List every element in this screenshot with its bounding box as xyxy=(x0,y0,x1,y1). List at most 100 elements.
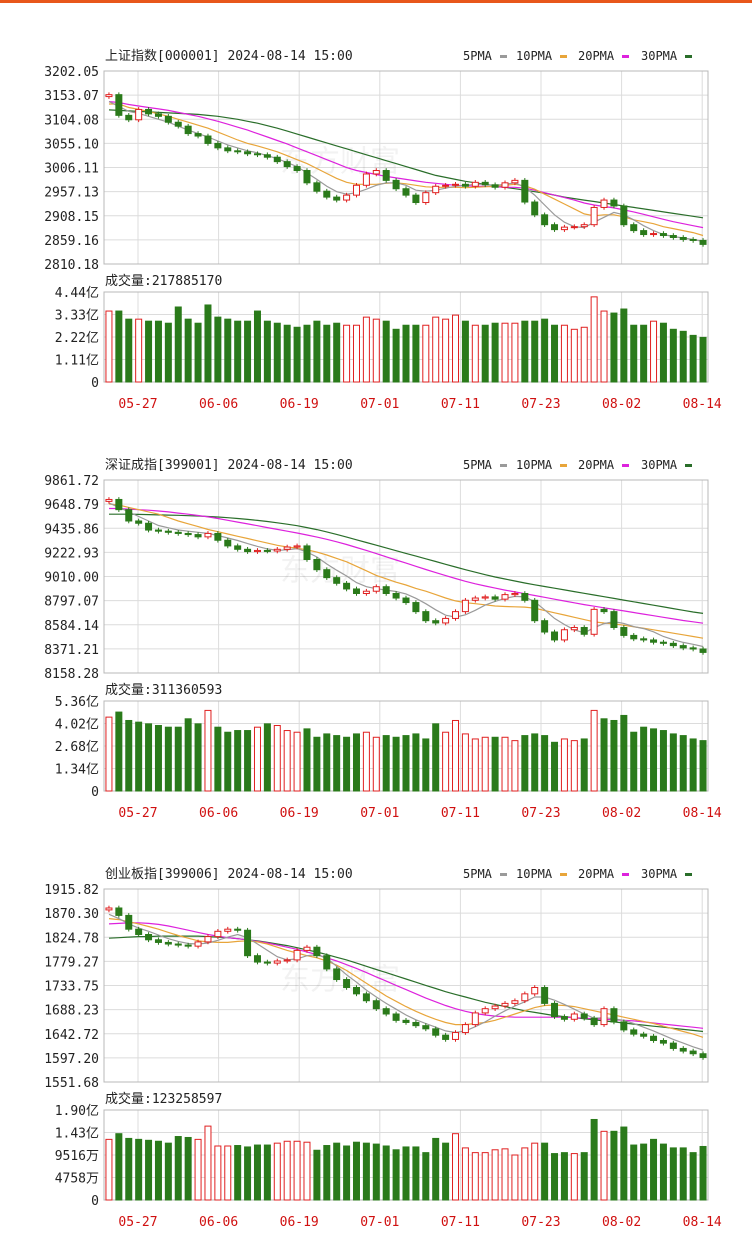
volume-bar xyxy=(343,736,351,792)
candle-body xyxy=(382,170,390,181)
legend-ma30-swatch xyxy=(685,873,692,876)
volume-bar xyxy=(402,324,410,383)
candle-body xyxy=(234,928,242,931)
candle-body xyxy=(174,943,182,946)
candle-body xyxy=(521,993,529,1002)
date-tick-label: 07-23 xyxy=(521,1215,560,1230)
candle-body xyxy=(679,645,687,649)
candle-body xyxy=(452,1032,460,1040)
candle-body xyxy=(253,955,261,963)
candle-body xyxy=(422,611,430,622)
price-tick-label: 8584.14 xyxy=(44,619,99,634)
candle-body xyxy=(630,224,638,232)
volume-bar xyxy=(610,719,618,792)
volume-bar xyxy=(253,310,261,383)
price-tick-label: 1551.68 xyxy=(44,1076,99,1091)
candle-body xyxy=(293,545,301,548)
date-tick-label: 08-02 xyxy=(602,397,641,412)
candle-body xyxy=(392,1013,400,1021)
candle-body xyxy=(422,1025,430,1030)
price-tick-label: 8797.07 xyxy=(44,595,99,610)
candle-body xyxy=(283,959,291,962)
candle-body xyxy=(630,634,638,640)
candle-body xyxy=(570,1013,578,1020)
candle-body xyxy=(283,161,291,168)
volume-bar xyxy=(600,718,608,792)
volume-bar xyxy=(372,1143,380,1201)
volume-bar xyxy=(382,735,390,792)
volume-bar xyxy=(352,733,360,792)
candle-body xyxy=(234,150,242,153)
volume-bar xyxy=(234,730,242,792)
candle-body xyxy=(412,602,420,613)
volume-bar xyxy=(392,328,400,383)
candle-body xyxy=(174,531,182,534)
candle-body xyxy=(610,199,618,207)
price-tick-label: 9222.93 xyxy=(44,546,99,561)
volume-bar xyxy=(481,324,489,383)
price-tick-label: 3006.11 xyxy=(44,162,99,177)
date-tick-label: 08-14 xyxy=(683,397,722,412)
candle-body xyxy=(541,620,549,633)
date-tick-label: 06-19 xyxy=(280,1215,319,1230)
candle-body xyxy=(352,184,360,196)
candle-body xyxy=(303,946,311,951)
volume-bar xyxy=(204,709,212,792)
volume-bar xyxy=(669,733,677,792)
volume-bar xyxy=(570,1153,578,1201)
volume-bar xyxy=(580,326,588,383)
ma5-line xyxy=(108,913,704,1051)
volume-bar xyxy=(560,324,568,383)
price-panel-frame xyxy=(103,479,709,674)
volume-bar xyxy=(293,326,301,383)
candle-body xyxy=(273,960,281,964)
legend-ma20-label: 20PMA xyxy=(578,49,615,63)
volume-tick-label: 2.22亿 xyxy=(55,331,99,346)
volume-bar xyxy=(640,1143,648,1201)
volume-bar xyxy=(491,322,499,383)
candle-body xyxy=(432,1028,440,1036)
legend-ma5-swatch xyxy=(500,464,507,467)
date-tick-label: 06-06 xyxy=(199,397,238,412)
candle-body xyxy=(352,986,360,995)
volume-bar xyxy=(224,731,232,792)
candle-body xyxy=(442,1034,450,1040)
volume-bar xyxy=(125,719,133,792)
volume-bar xyxy=(640,324,648,383)
volume-bar xyxy=(452,1133,460,1201)
candle-body xyxy=(511,179,519,184)
candle-body xyxy=(570,626,578,631)
candle-body xyxy=(511,1000,519,1004)
candle-body xyxy=(471,597,479,601)
chart-2-plot: 5PMA 10PMA 20PMA 30PMA 1915.82 1870.30 1824.78… xyxy=(44,867,722,1230)
candle-body xyxy=(105,907,113,911)
volume-bar xyxy=(590,1118,598,1201)
volume-bar xyxy=(164,1142,172,1201)
volume-bar xyxy=(659,730,667,792)
candle-body xyxy=(115,498,123,511)
volume-bar xyxy=(174,1136,182,1201)
volume-bar xyxy=(194,723,202,792)
chart-1-volume-label: 成交量:311360593 xyxy=(105,682,222,698)
volume-bar xyxy=(669,1147,677,1201)
legend-ma30-swatch xyxy=(685,464,692,467)
volume-bar xyxy=(640,726,648,792)
legend-ma5-swatch xyxy=(500,55,507,58)
volume-bar xyxy=(689,334,697,383)
price-tick-label: 2810.18 xyxy=(44,258,99,273)
volume-bar xyxy=(422,1152,430,1201)
volume-bar xyxy=(362,1142,370,1201)
volume-bar xyxy=(174,306,182,383)
volume-bar xyxy=(452,719,460,792)
candle-body xyxy=(650,1035,658,1041)
volume-bar xyxy=(253,726,261,792)
volume-bar xyxy=(521,735,529,792)
volume-bar xyxy=(392,1149,400,1201)
candle-body xyxy=(442,617,450,624)
volume-tick-label: 4.02亿 xyxy=(55,718,99,733)
candle-body xyxy=(273,548,281,552)
volume-bar xyxy=(263,1144,271,1201)
volume-bar xyxy=(135,318,143,383)
volume-bar xyxy=(214,316,222,383)
price-tick-label: 1779.27 xyxy=(44,955,99,970)
